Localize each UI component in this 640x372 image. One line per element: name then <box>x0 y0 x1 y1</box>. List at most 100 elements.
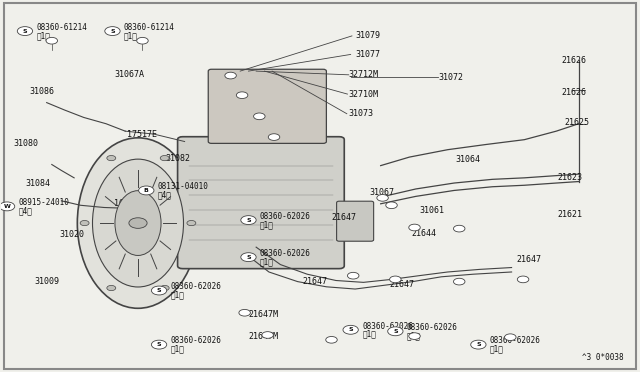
Circle shape <box>470 340 486 349</box>
Text: 31084: 31084 <box>25 179 50 187</box>
Circle shape <box>343 326 358 334</box>
Text: 08360-62026: 08360-62026 <box>260 249 311 258</box>
Text: B: B <box>144 188 148 193</box>
Circle shape <box>409 333 420 339</box>
Text: 08131-04010: 08131-04010 <box>158 182 209 191</box>
Text: （1）: （1） <box>171 344 184 353</box>
Circle shape <box>160 285 169 291</box>
Text: 31067A: 31067A <box>115 70 145 79</box>
Text: S: S <box>110 29 115 33</box>
Text: （1）: （1） <box>36 31 51 40</box>
Text: 31009: 31009 <box>34 277 59 286</box>
Text: 32712M: 32712M <box>349 70 379 79</box>
Circle shape <box>386 202 397 209</box>
Text: ^3 0*0038: ^3 0*0038 <box>582 353 623 362</box>
Circle shape <box>137 37 148 44</box>
Text: S: S <box>157 288 161 293</box>
Circle shape <box>187 221 196 226</box>
Text: 21647: 21647 <box>302 277 327 286</box>
Text: 31072: 31072 <box>438 73 463 82</box>
Text: 21623: 21623 <box>557 173 582 182</box>
Circle shape <box>129 218 147 228</box>
Text: 08360-62026: 08360-62026 <box>362 321 413 331</box>
Text: 31077: 31077 <box>355 50 380 59</box>
Text: 31020: 31020 <box>60 230 84 240</box>
Text: （4）: （4） <box>158 190 172 199</box>
Text: 21621: 21621 <box>557 211 582 219</box>
Circle shape <box>409 224 420 231</box>
Circle shape <box>80 221 89 226</box>
Circle shape <box>377 195 388 201</box>
Circle shape <box>517 276 529 283</box>
Text: 08360-62026: 08360-62026 <box>171 336 221 346</box>
FancyBboxPatch shape <box>208 69 326 143</box>
Text: 16439E: 16439E <box>115 199 145 208</box>
Text: 32710M: 32710M <box>349 90 379 99</box>
Text: 31061: 31061 <box>419 206 444 215</box>
Text: （1）: （1） <box>171 291 184 299</box>
Circle shape <box>152 340 167 349</box>
Circle shape <box>454 225 465 232</box>
Text: 31082: 31082 <box>166 154 191 163</box>
Text: 21647: 21647 <box>516 255 541 264</box>
Text: （1）: （1） <box>260 257 274 266</box>
Text: （1）: （1） <box>362 330 376 339</box>
Text: （1）: （1） <box>260 220 274 229</box>
Text: （1）: （1） <box>124 31 138 40</box>
Text: S: S <box>22 29 28 33</box>
Text: 31073: 31073 <box>349 109 374 118</box>
Circle shape <box>348 272 359 279</box>
Text: 21625: 21625 <box>564 118 589 127</box>
Ellipse shape <box>115 191 161 256</box>
Circle shape <box>107 285 116 291</box>
Ellipse shape <box>93 159 184 287</box>
Text: S: S <box>476 342 481 347</box>
Circle shape <box>0 202 15 211</box>
Circle shape <box>160 155 169 161</box>
Circle shape <box>152 286 167 295</box>
Text: 21626: 21626 <box>561 88 586 97</box>
FancyBboxPatch shape <box>177 137 344 269</box>
Text: 08360-61214: 08360-61214 <box>124 23 175 32</box>
FancyBboxPatch shape <box>337 201 374 241</box>
Text: 21647: 21647 <box>332 213 356 222</box>
Circle shape <box>454 278 465 285</box>
Text: 31080: 31080 <box>13 139 38 148</box>
Circle shape <box>239 310 250 316</box>
Text: S: S <box>157 342 161 347</box>
Circle shape <box>105 27 120 36</box>
Circle shape <box>139 186 154 195</box>
Circle shape <box>236 92 248 99</box>
Text: 08360-62026: 08360-62026 <box>260 212 311 221</box>
Text: 21647M: 21647M <box>248 311 278 320</box>
Text: 17517E: 17517E <box>127 129 157 139</box>
Circle shape <box>268 134 280 140</box>
Circle shape <box>504 334 516 340</box>
Text: 08360-62026: 08360-62026 <box>171 282 221 291</box>
Text: 21644: 21644 <box>412 229 436 238</box>
Text: 21626: 21626 <box>561 56 586 65</box>
Circle shape <box>225 72 236 79</box>
Circle shape <box>326 336 337 343</box>
Text: （4）: （4） <box>19 206 33 215</box>
Text: （1）: （1） <box>490 344 504 353</box>
Text: S: S <box>393 329 397 334</box>
Text: 21647: 21647 <box>389 280 414 289</box>
Ellipse shape <box>77 138 198 308</box>
Text: 08360-62026: 08360-62026 <box>490 336 541 346</box>
Text: 21647M: 21647M <box>248 331 278 341</box>
Text: 31064: 31064 <box>456 155 481 164</box>
Text: 31086: 31086 <box>29 87 54 96</box>
Circle shape <box>17 27 33 36</box>
Text: W: W <box>4 204 10 209</box>
Text: S: S <box>348 327 353 332</box>
Circle shape <box>46 37 58 44</box>
Text: 31079: 31079 <box>355 31 380 41</box>
Circle shape <box>388 327 403 336</box>
Text: 31067: 31067 <box>370 188 395 197</box>
Circle shape <box>241 253 256 262</box>
Text: S: S <box>246 255 251 260</box>
Circle shape <box>390 276 401 283</box>
FancyBboxPatch shape <box>4 3 636 369</box>
Text: 08915-24010: 08915-24010 <box>19 198 70 207</box>
